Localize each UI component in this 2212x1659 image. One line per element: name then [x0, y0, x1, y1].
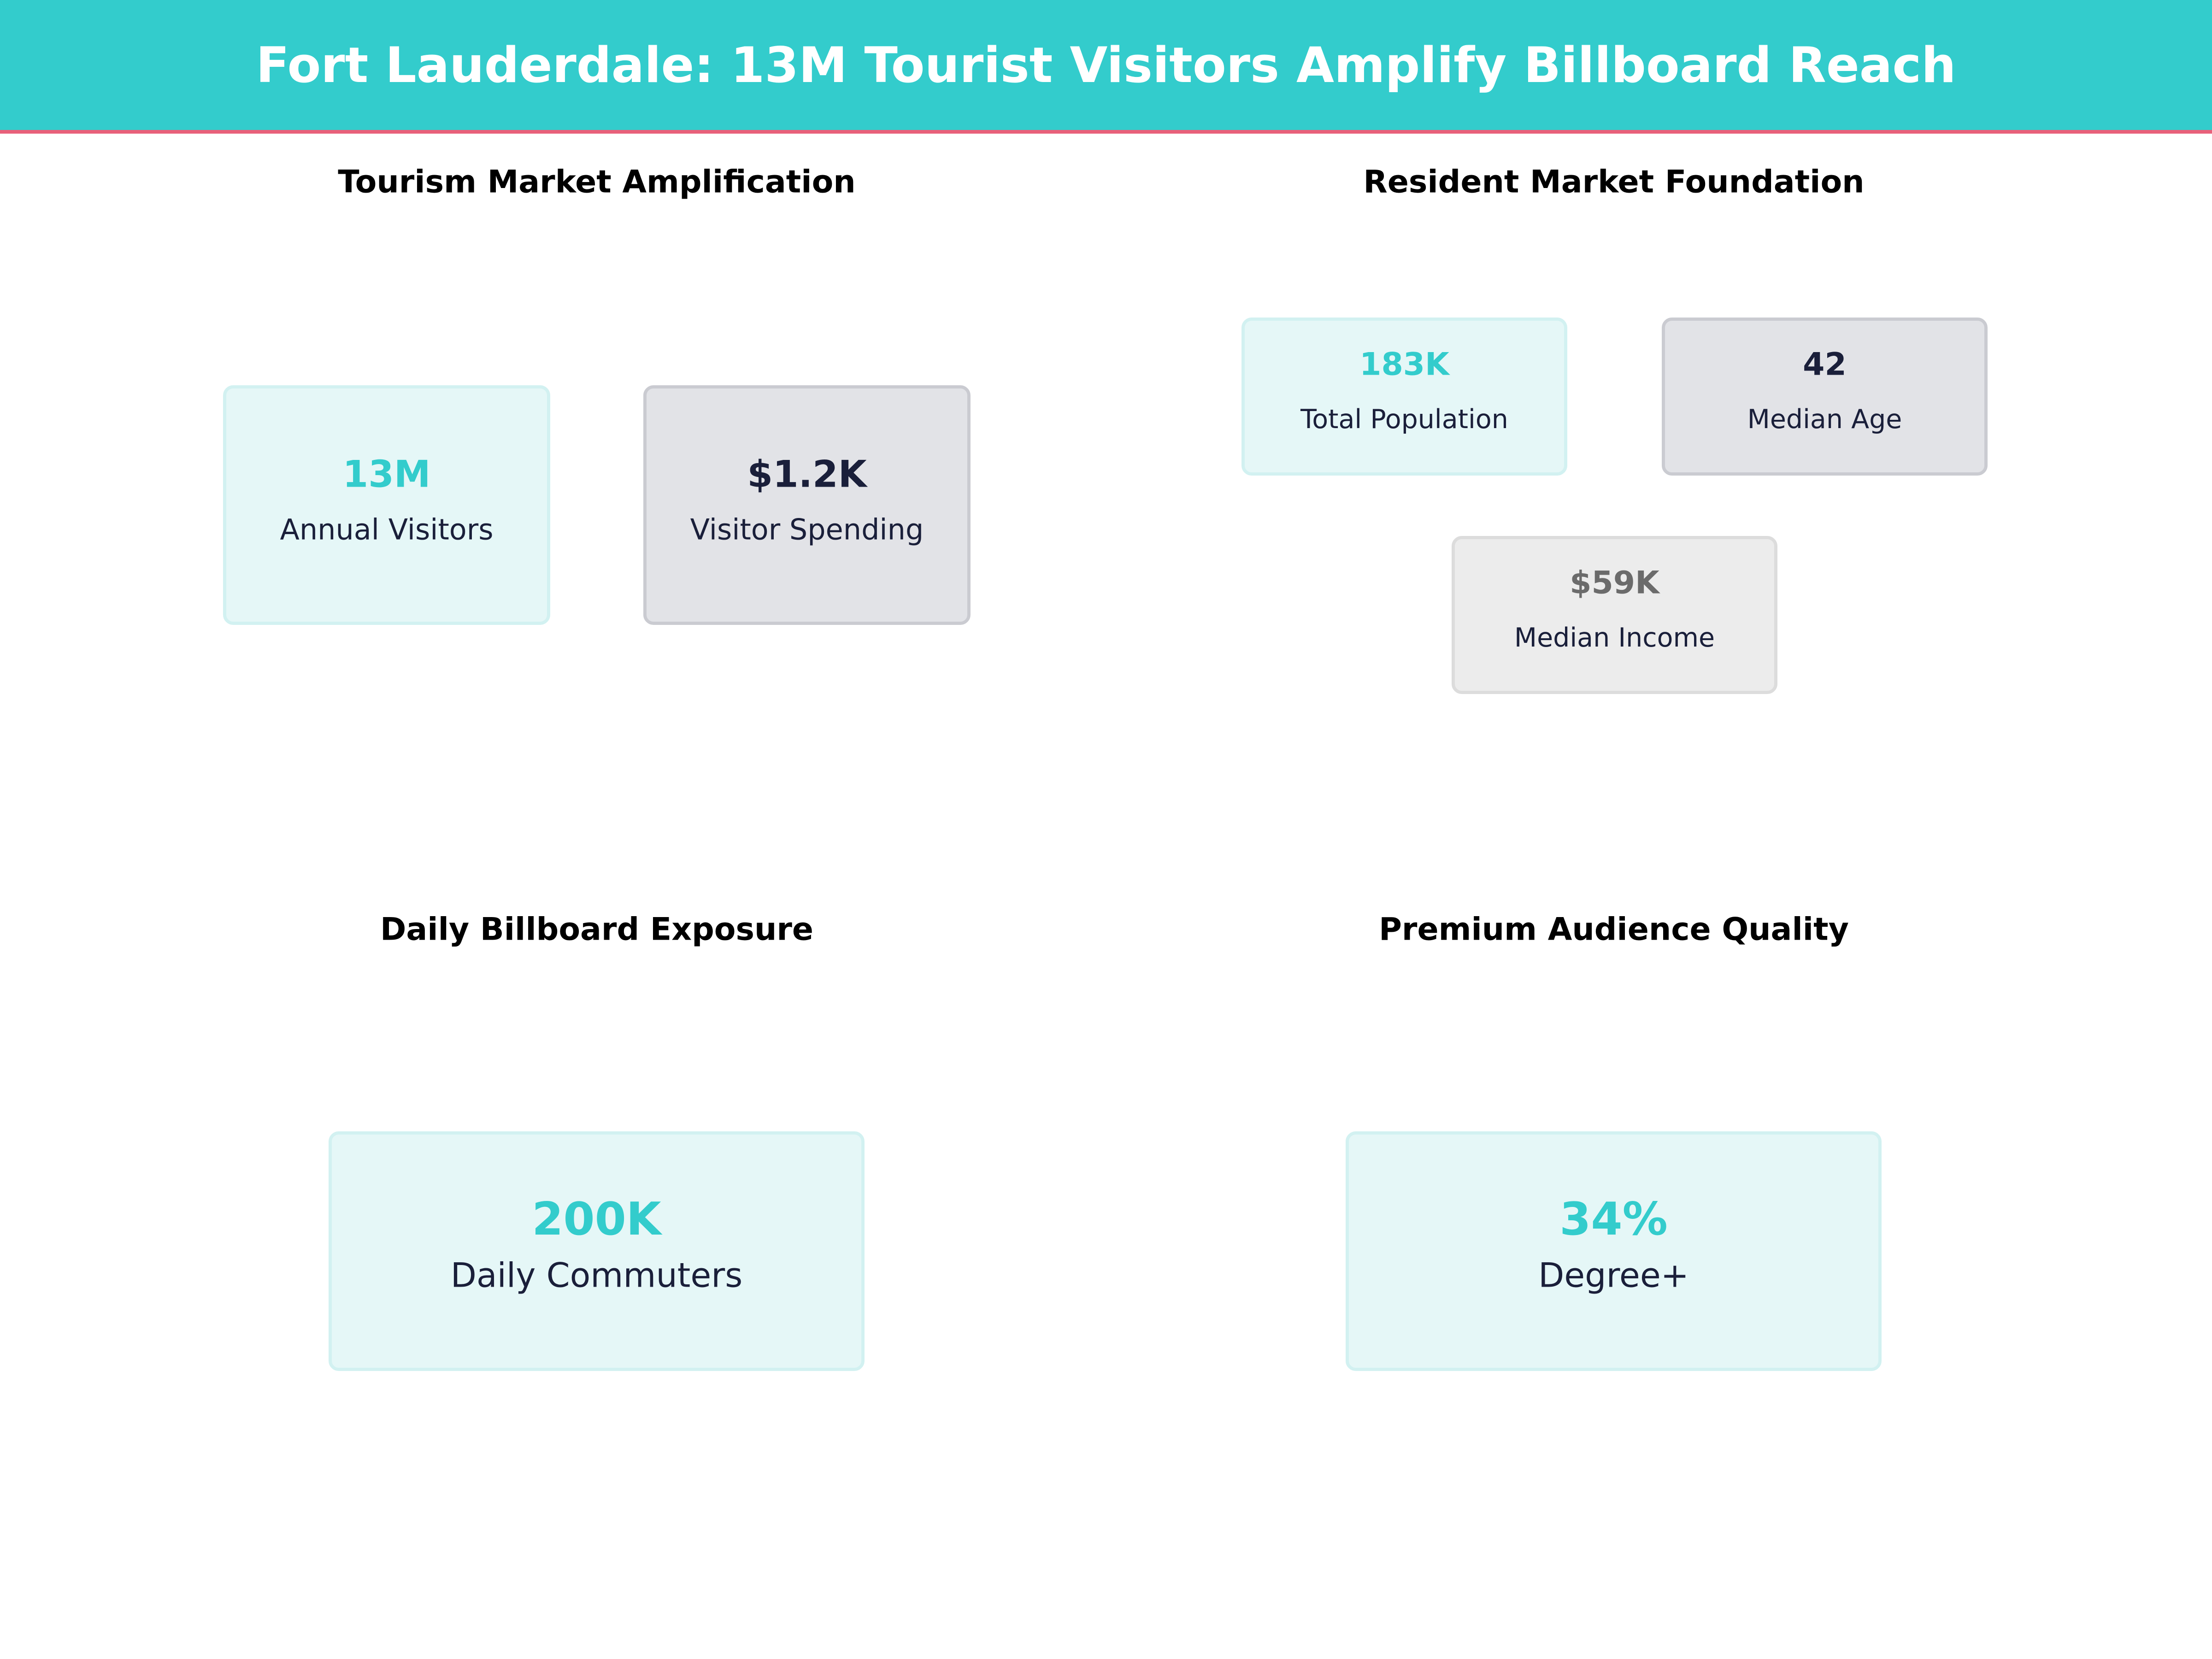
- metric-label: Median Income: [1514, 623, 1715, 653]
- metric-value: 200K: [532, 1193, 661, 1246]
- metric-label: Degree+: [1538, 1256, 1689, 1295]
- section-title-resident: Resident Market Foundation: [1363, 164, 1865, 200]
- metric-card-daily-commuters: 200K Daily Commuters: [329, 1131, 865, 1371]
- section-title-tourism: Tourism Market Amplification: [338, 164, 856, 200]
- metric-label: Visitor Spending: [690, 512, 924, 547]
- metric-card-degree: 34% Degree+: [1346, 1131, 1882, 1371]
- metric-card-median-income: $59K Median Income: [1452, 536, 1777, 694]
- metric-card-median-age: 42 Median Age: [1662, 318, 1988, 476]
- metric-value: $59K: [1570, 565, 1659, 601]
- metric-label: Annual Visitors: [280, 512, 494, 547]
- metric-card-visitor-spending: $1.2K Visitor Spending: [643, 385, 971, 625]
- title-banner: Fort Lauderdale: 13M Tourist Visitors Am…: [0, 0, 2212, 134]
- page-title: Fort Lauderdale: 13M Tourist Visitors Am…: [256, 36, 1956, 94]
- section-title-audience: Premium Audience Quality: [1379, 911, 1849, 948]
- section-title-exposure: Daily Billboard Exposure: [380, 911, 814, 948]
- metric-card-total-population: 183K Total Population: [1241, 318, 1567, 476]
- metric-label: Total Population: [1300, 404, 1508, 435]
- metric-label: Median Age: [1747, 404, 1902, 435]
- metric-value: $1.2K: [747, 453, 867, 496]
- metric-card-annual-visitors: 13M Annual Visitors: [223, 385, 550, 625]
- metric-value: 42: [1803, 346, 1847, 383]
- metric-value: 183K: [1359, 346, 1449, 383]
- metric-value: 13M: [342, 453, 431, 496]
- metric-label: Daily Commuters: [450, 1256, 743, 1295]
- metric-value: 34%: [1559, 1193, 1668, 1246]
